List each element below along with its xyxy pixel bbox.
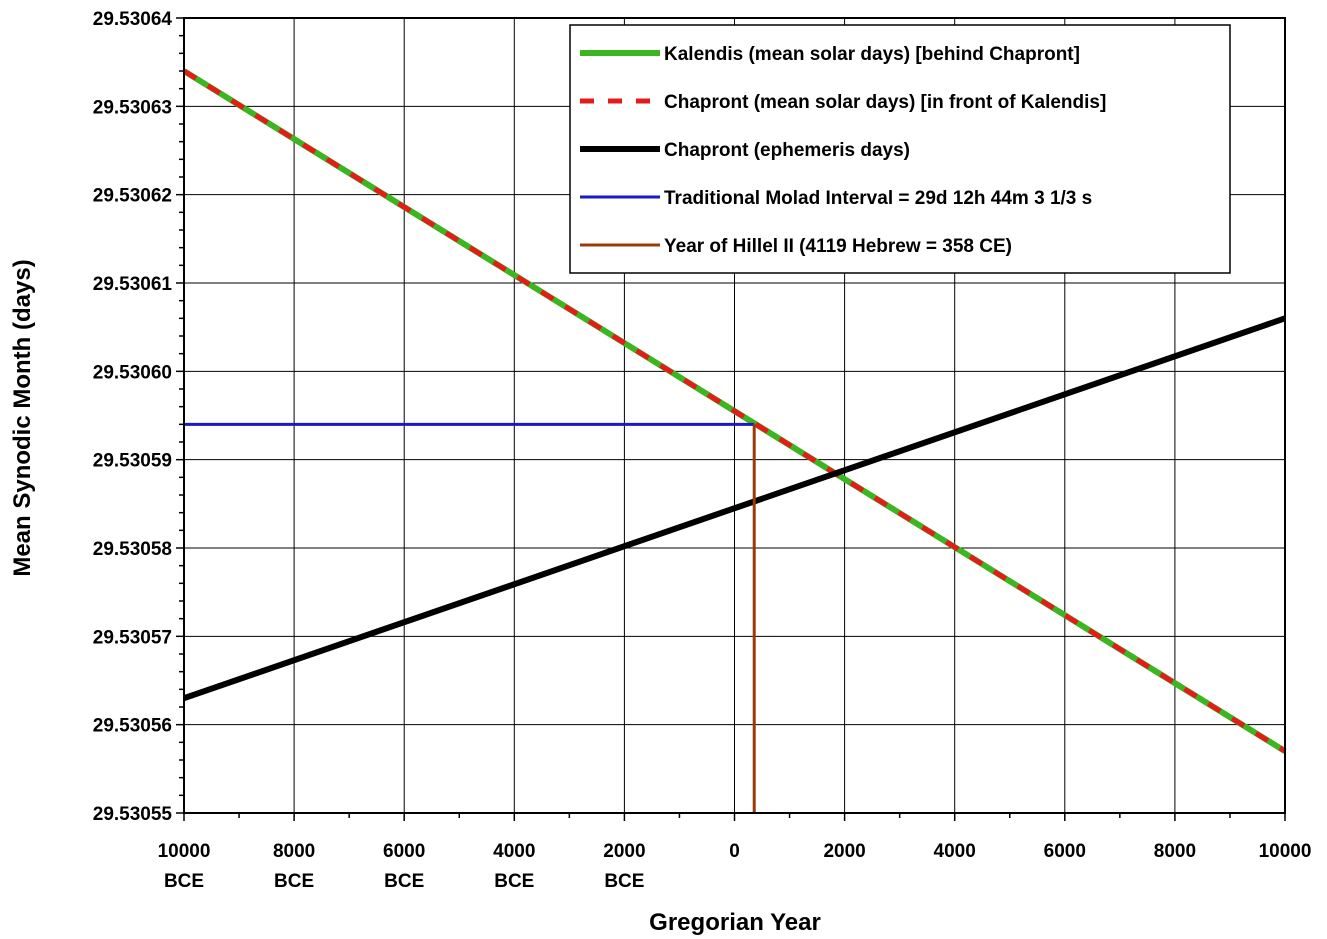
x-tick-label: BCE: [494, 871, 534, 892]
series-line: [182, 68, 1287, 754]
x-tick-label: BCE: [274, 871, 314, 892]
series-line: [183, 315, 1286, 702]
x-tick-label: BCE: [164, 871, 204, 892]
y-tick-label: 29.53055: [93, 804, 173, 825]
legend: Kalendis (mean solar days) [behind Chapr…: [569, 24, 1231, 274]
axis-ticks: [176, 17, 1286, 821]
x-tick-label: 2000: [603, 841, 645, 862]
x-tick-labels: 10000 BCE 8000 BCE 6000 BCE 4000 BCE 2000 BCE 0 200…: [158, 841, 1312, 892]
x-axis-label: Gregorian Year: [649, 909, 821, 936]
x-tick-label: 10000: [1259, 841, 1312, 862]
x-tick-label: 8000: [273, 841, 315, 862]
x-tick-label: BCE: [604, 871, 644, 892]
y-tick-label: 29.53059: [93, 451, 172, 472]
legend-label: Traditional Molad Interval = 29d 12h 44m…: [664, 188, 1092, 209]
x-tick-label: 0: [729, 841, 740, 862]
x-tick-label: 8000: [1154, 841, 1196, 862]
y-tick-label: 29.53063: [93, 97, 172, 118]
legend-box: [569, 24, 1231, 274]
y-tick-labels: 29.53055 29.53056 29.53057 29.53058 29.53059…: [93, 9, 173, 825]
legend-label: Kalendis (mean solar days) [behind Chapr…: [664, 44, 1080, 65]
x-tick-label: 4000: [493, 841, 535, 862]
y-tick-label: 29.53061: [93, 274, 173, 295]
x-tick-label: 6000: [383, 841, 425, 862]
x-tick-label: BCE: [384, 871, 424, 892]
x-tick-label: 10000: [158, 841, 211, 862]
x-tick-label: 4000: [934, 841, 976, 862]
legend-label: Year of Hillel II (4119 Hebrew = 358 CE): [664, 236, 1012, 257]
x-tick-label: 2000: [823, 841, 865, 862]
y-axis-label: Mean Synodic Month (days): [9, 259, 36, 576]
y-tick-label: 29.53062: [93, 186, 172, 207]
legend-label: Chapront (mean solar days) [in front of …: [664, 92, 1106, 113]
legend-label: Chapront (ephemeris days): [664, 140, 910, 161]
y-tick-label: 29.53056: [93, 716, 172, 737]
x-tick-label: 6000: [1044, 841, 1086, 862]
series-lines: [182, 68, 1287, 813]
y-tick-label: 29.53060: [93, 362, 172, 383]
y-tick-label: 29.53064: [93, 9, 173, 30]
y-tick-label: 29.53058: [93, 539, 172, 560]
y-tick-label: 29.53057: [93, 627, 172, 648]
